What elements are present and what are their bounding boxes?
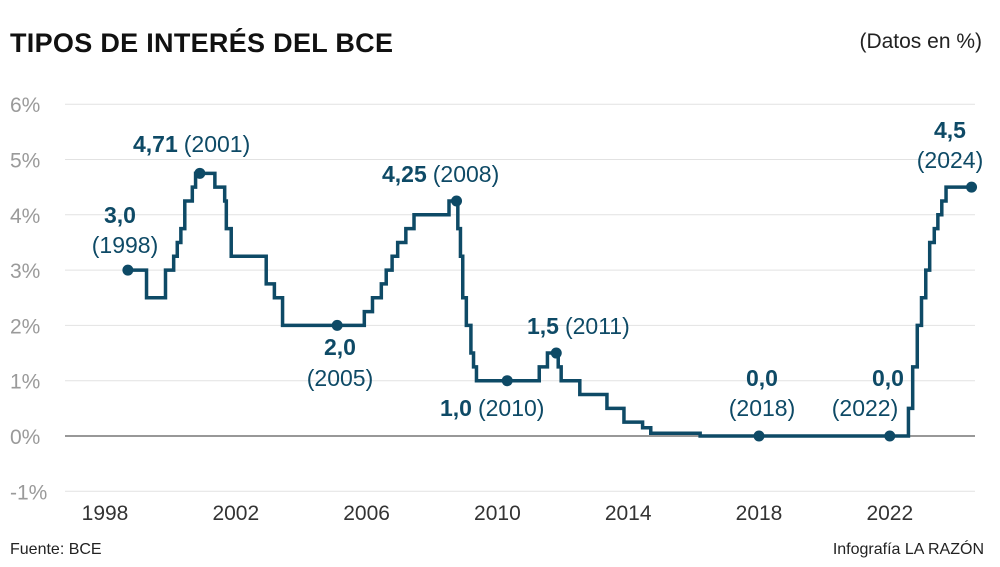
source-note: Fuente: BCE <box>10 541 102 558</box>
x-tick-label: 2006 <box>343 502 390 525</box>
y-tick-label: 1% <box>10 371 40 394</box>
data-point-marker <box>122 264 134 276</box>
x-tick-label: 2014 <box>605 502 652 525</box>
annotation-label: 1,5 (2011) <box>527 313 630 339</box>
y-tick-label: -1% <box>10 481 47 504</box>
series-line <box>127 171 975 438</box>
annotation-value: 1,0 <box>440 395 472 421</box>
x-tick-label: 1998 <box>82 502 129 525</box>
annotation-year: (2001) <box>184 131 250 157</box>
annotation-year: (1998) <box>92 232 158 258</box>
y-tick-label: 2% <box>10 315 40 338</box>
data-point-marker <box>884 430 896 442</box>
data-point-marker <box>331 319 343 331</box>
units-note: (Datos en %) <box>859 30 982 53</box>
annotation-year: (2010) <box>478 395 544 421</box>
annotation-year: (2022) <box>832 395 898 421</box>
x-tick-label: 2002 <box>212 502 259 525</box>
annotation-value: 4,5 <box>934 117 966 143</box>
annotation-label: 4,25 (2008) <box>382 161 499 187</box>
annotation-label: 1,0 (2010) <box>440 395 544 421</box>
gridlines <box>65 103 975 492</box>
chart-title: TIPOS DE INTERÉS DEL BCE <box>10 28 394 58</box>
annotation-year: (2024) <box>917 147 983 173</box>
annotation-label: 4,71 (2001) <box>133 131 250 157</box>
data-point-marker <box>550 347 562 359</box>
data-point-marker <box>451 195 463 207</box>
annotations: 3,0 (1998) 4,71 (2001) 2,0 (2005) 4,25 (2008) 1,… <box>92 117 983 442</box>
x-tick-label: 2018 <box>736 502 783 525</box>
annotation-year: (2005) <box>307 365 373 391</box>
annotation-value: 4,25 <box>382 161 427 187</box>
annotation-value: 1,5 <box>527 313 559 339</box>
annotation-value: 3,0 <box>104 202 136 228</box>
data-point-marker <box>501 375 513 387</box>
data-point-marker <box>194 167 206 179</box>
credit-note: Infografía LA RAZÓN <box>832 541 984 558</box>
series <box>127 171 975 438</box>
y-tick-label: 3% <box>10 260 40 283</box>
data-point-marker <box>966 181 978 193</box>
annotation-year: (2018) <box>729 395 795 421</box>
x-axis: 1998 2002 2006 2010 2014 2018 2022 <box>82 502 914 525</box>
y-tick-label: 6% <box>10 94 40 117</box>
annotation-value: 0,0 <box>746 365 778 391</box>
annotation-value: 2,0 <box>324 334 356 360</box>
annotation-value: 0,0 <box>872 365 904 391</box>
annotation-year: (2011) <box>565 313 630 339</box>
data-point-marker <box>753 430 765 442</box>
y-tick-label: 0% <box>10 426 40 449</box>
annotation-value: 4,71 <box>133 131 178 157</box>
y-tick-label: 4% <box>10 205 40 228</box>
x-tick-label: 2010 <box>474 502 521 525</box>
y-axis: 6% 5% 4% 3% 2% 1% 0% -1% <box>10 94 47 504</box>
x-tick-label: 2022 <box>866 502 913 525</box>
annotation-year: (2008) <box>433 161 499 187</box>
y-tick-label: 5% <box>10 150 40 173</box>
